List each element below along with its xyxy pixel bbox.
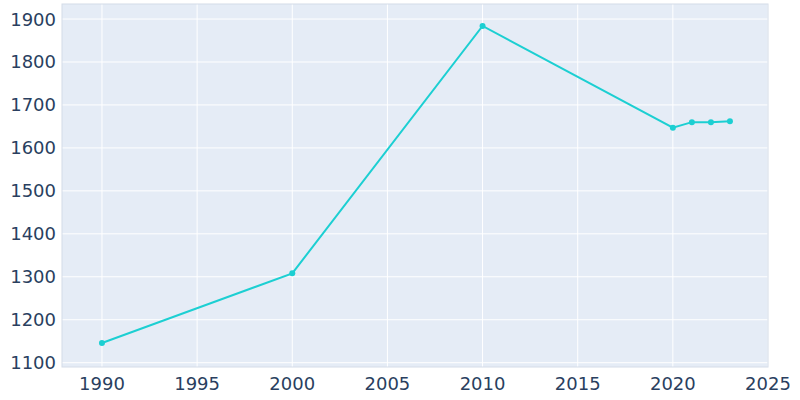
x-grid-line bbox=[101, 4, 102, 367]
y-grid-line bbox=[62, 19, 768, 20]
data-point bbox=[670, 125, 676, 131]
x-grid-line bbox=[482, 4, 483, 367]
y-tick-label: 1600 bbox=[10, 137, 56, 158]
y-grid-line bbox=[62, 362, 768, 363]
plot-frame bbox=[62, 4, 768, 367]
data-point bbox=[727, 118, 733, 124]
y-tick-label: 1800 bbox=[10, 51, 56, 72]
y-tick-label: 1900 bbox=[10, 9, 56, 30]
y-grid-line bbox=[62, 190, 768, 191]
chart-container: 1100 1200 1300 1400 1500 1600 1700 1800 1900 1990… bbox=[0, 0, 800, 400]
x-tick-label: 2000 bbox=[269, 373, 315, 394]
data-point bbox=[289, 270, 295, 276]
y-tick-label: 1500 bbox=[10, 180, 56, 201]
data-line bbox=[102, 26, 730, 343]
x-tick-label: 2010 bbox=[460, 373, 506, 394]
y-grid-line bbox=[62, 104, 768, 105]
y-grid-line bbox=[62, 61, 768, 62]
y-tick-label: 1700 bbox=[10, 94, 56, 115]
data-point bbox=[480, 23, 486, 29]
data-point bbox=[708, 119, 714, 125]
y-grid-line bbox=[62, 276, 768, 277]
x-tick-label: 1990 bbox=[79, 373, 125, 394]
x-grid-line bbox=[292, 4, 293, 367]
y-tick-label: 1400 bbox=[10, 223, 56, 244]
y-tick-label: 1100 bbox=[10, 352, 56, 373]
x-tick-label: 1995 bbox=[174, 373, 220, 394]
x-grid-line bbox=[672, 4, 673, 367]
y-grid-line bbox=[62, 147, 768, 148]
y-tick-label: 1200 bbox=[10, 309, 56, 330]
x-tick-label: 2015 bbox=[555, 373, 601, 394]
data-group bbox=[99, 23, 733, 346]
data-point bbox=[689, 119, 695, 125]
y-tick-label: 1300 bbox=[10, 266, 56, 287]
y-grid-line bbox=[62, 233, 768, 234]
x-tick-label: 2005 bbox=[365, 373, 411, 394]
chart: 1100 1200 1300 1400 1500 1600 1700 1800 1900 1990… bbox=[0, 0, 800, 400]
data-point bbox=[99, 340, 105, 346]
x-grid-line bbox=[197, 4, 198, 367]
x-tick-label: 2020 bbox=[650, 373, 696, 394]
plot-background bbox=[62, 4, 768, 367]
x-tick-label: 2025 bbox=[745, 373, 791, 394]
x-grid-line bbox=[577, 4, 578, 367]
x-grid-line bbox=[387, 4, 388, 367]
